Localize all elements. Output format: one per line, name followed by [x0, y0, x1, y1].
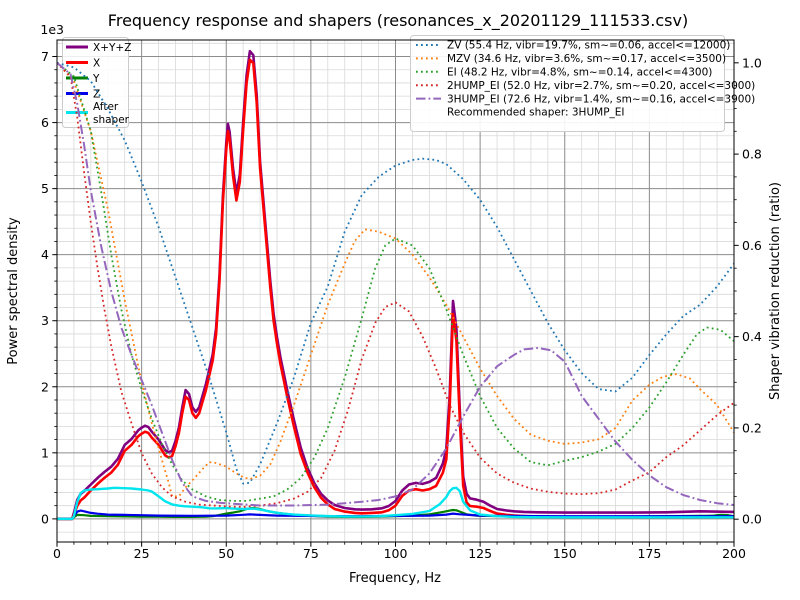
legend-item-x: X	[93, 58, 100, 70]
y-left-tick-label: 2	[41, 379, 49, 394]
legend-item-mzv: MZV (34.6 Hz, vibr=3.6%, sm~=0.17, accel…	[447, 53, 726, 65]
y-left-tick-label: 1	[41, 445, 49, 460]
x-tick-label: 75	[303, 546, 319, 561]
y-axis-label-left: Power spectral density	[6, 217, 21, 365]
y-right-tick-label: 0.0	[742, 512, 762, 527]
legend-shapers: ZV (55.4 Hz, vibr=19.7%, sm~=0.06, accel…	[410, 35, 755, 132]
psd-series-layer	[57, 49, 734, 521]
x-axis-label: Frequency, Hz	[349, 571, 441, 586]
legend-item-after-shaper: After	[93, 101, 119, 113]
chart-title: Frequency response and shapers (resonanc…	[108, 11, 688, 31]
y-axis-offset-text: 1e3	[40, 22, 64, 37]
x-tick-label: 100	[384, 546, 408, 561]
x-tick-label: 25	[134, 546, 150, 561]
shaper-series-layer	[57, 61, 734, 508]
series-mzv	[57, 62, 734, 498]
x-tick-label: 175	[637, 546, 661, 561]
y-axis-label-right: Shaper vibration reduction (ratio)	[768, 182, 783, 400]
x-tick-label: 150	[553, 546, 577, 561]
legend-item-after-shaper: shaper	[93, 114, 130, 126]
y-right-tick-label: 0.4	[742, 329, 762, 344]
y-left-tick-label: 5	[41, 181, 49, 196]
y-left-tick-label: 7	[41, 49, 49, 64]
legend-item-xyz: X+Y+Z	[93, 42, 131, 54]
x-tick-label: 200	[722, 546, 746, 561]
y-right-tick-label: 1.0	[742, 55, 762, 70]
legend-item-y: Y	[92, 73, 100, 85]
x-tick-label: 0	[53, 546, 61, 561]
series-3hump-ei	[57, 62, 734, 507]
y-right-tick-label: 0.2	[742, 420, 762, 435]
legend-item-z: Z	[93, 89, 100, 101]
y-left-tick-label: 0	[41, 511, 49, 526]
x-tick-label: 50	[218, 546, 234, 561]
recommended-shaper-text: Recommended shaper: 3HUMP_EI	[447, 107, 625, 119]
axes-layer: 0 25 50 75 100 125 150 175 200 0 1 2 3 4 5 6 7 0.0 0.2 0.4 0…	[41, 39, 762, 561]
x-tick-label: 125	[468, 546, 492, 561]
series-ei	[57, 62, 734, 502]
series-x	[57, 58, 734, 521]
y-left-tick-label: 3	[41, 313, 49, 328]
series-after-shaper	[57, 486, 734, 521]
y-left-tick-label: 4	[41, 247, 49, 262]
legend-item-ei: EI (48.2 Hz, vibr=4.8%, sm~=0.14, accel<…	[447, 67, 712, 79]
legend-item-2hump-ei: 2HUMP_EI (52.0 Hz, vibr=2.7%, sm~=0.20, …	[447, 80, 755, 92]
legend-item-zv: ZV (55.4 Hz, vibr=19.7%, sm~=0.06, accel…	[447, 40, 730, 52]
y-right-tick-label: 0.6	[742, 238, 762, 253]
y-right-tick-label: 0.8	[742, 147, 762, 162]
grid-layer	[56, 40, 735, 542]
y-left-tick-label: 6	[41, 115, 49, 130]
legend-item-3hump-ei: 3HUMP_EI (72.6 Hz, vibr=1.4%, sm~=0.16, …	[447, 93, 755, 105]
